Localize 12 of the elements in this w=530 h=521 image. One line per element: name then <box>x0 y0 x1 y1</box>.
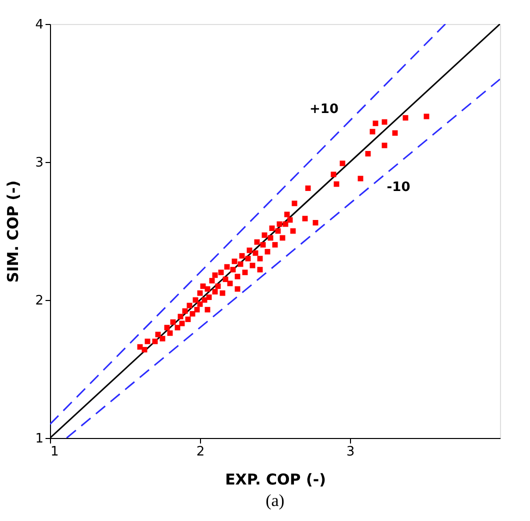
x-tick-label: 1 <box>50 444 59 460</box>
annotation: -10 <box>386 180 410 196</box>
y-axis-title: SIM. COP (-) <box>4 180 22 283</box>
y-tick-label: 4 <box>35 18 44 32</box>
text: (a) <box>266 491 284 510</box>
annotation: +10 <box>310 102 338 118</box>
y-tick-label: 2 <box>35 294 44 308</box>
y-tick-label: 3 <box>35 156 44 170</box>
x-tick-label: 2 <box>196 444 205 460</box>
y-tick-label: 1 <box>35 432 44 446</box>
x-axis-title: EXP. COP (-) <box>225 470 326 488</box>
x-tick-label: 3 <box>346 444 355 460</box>
